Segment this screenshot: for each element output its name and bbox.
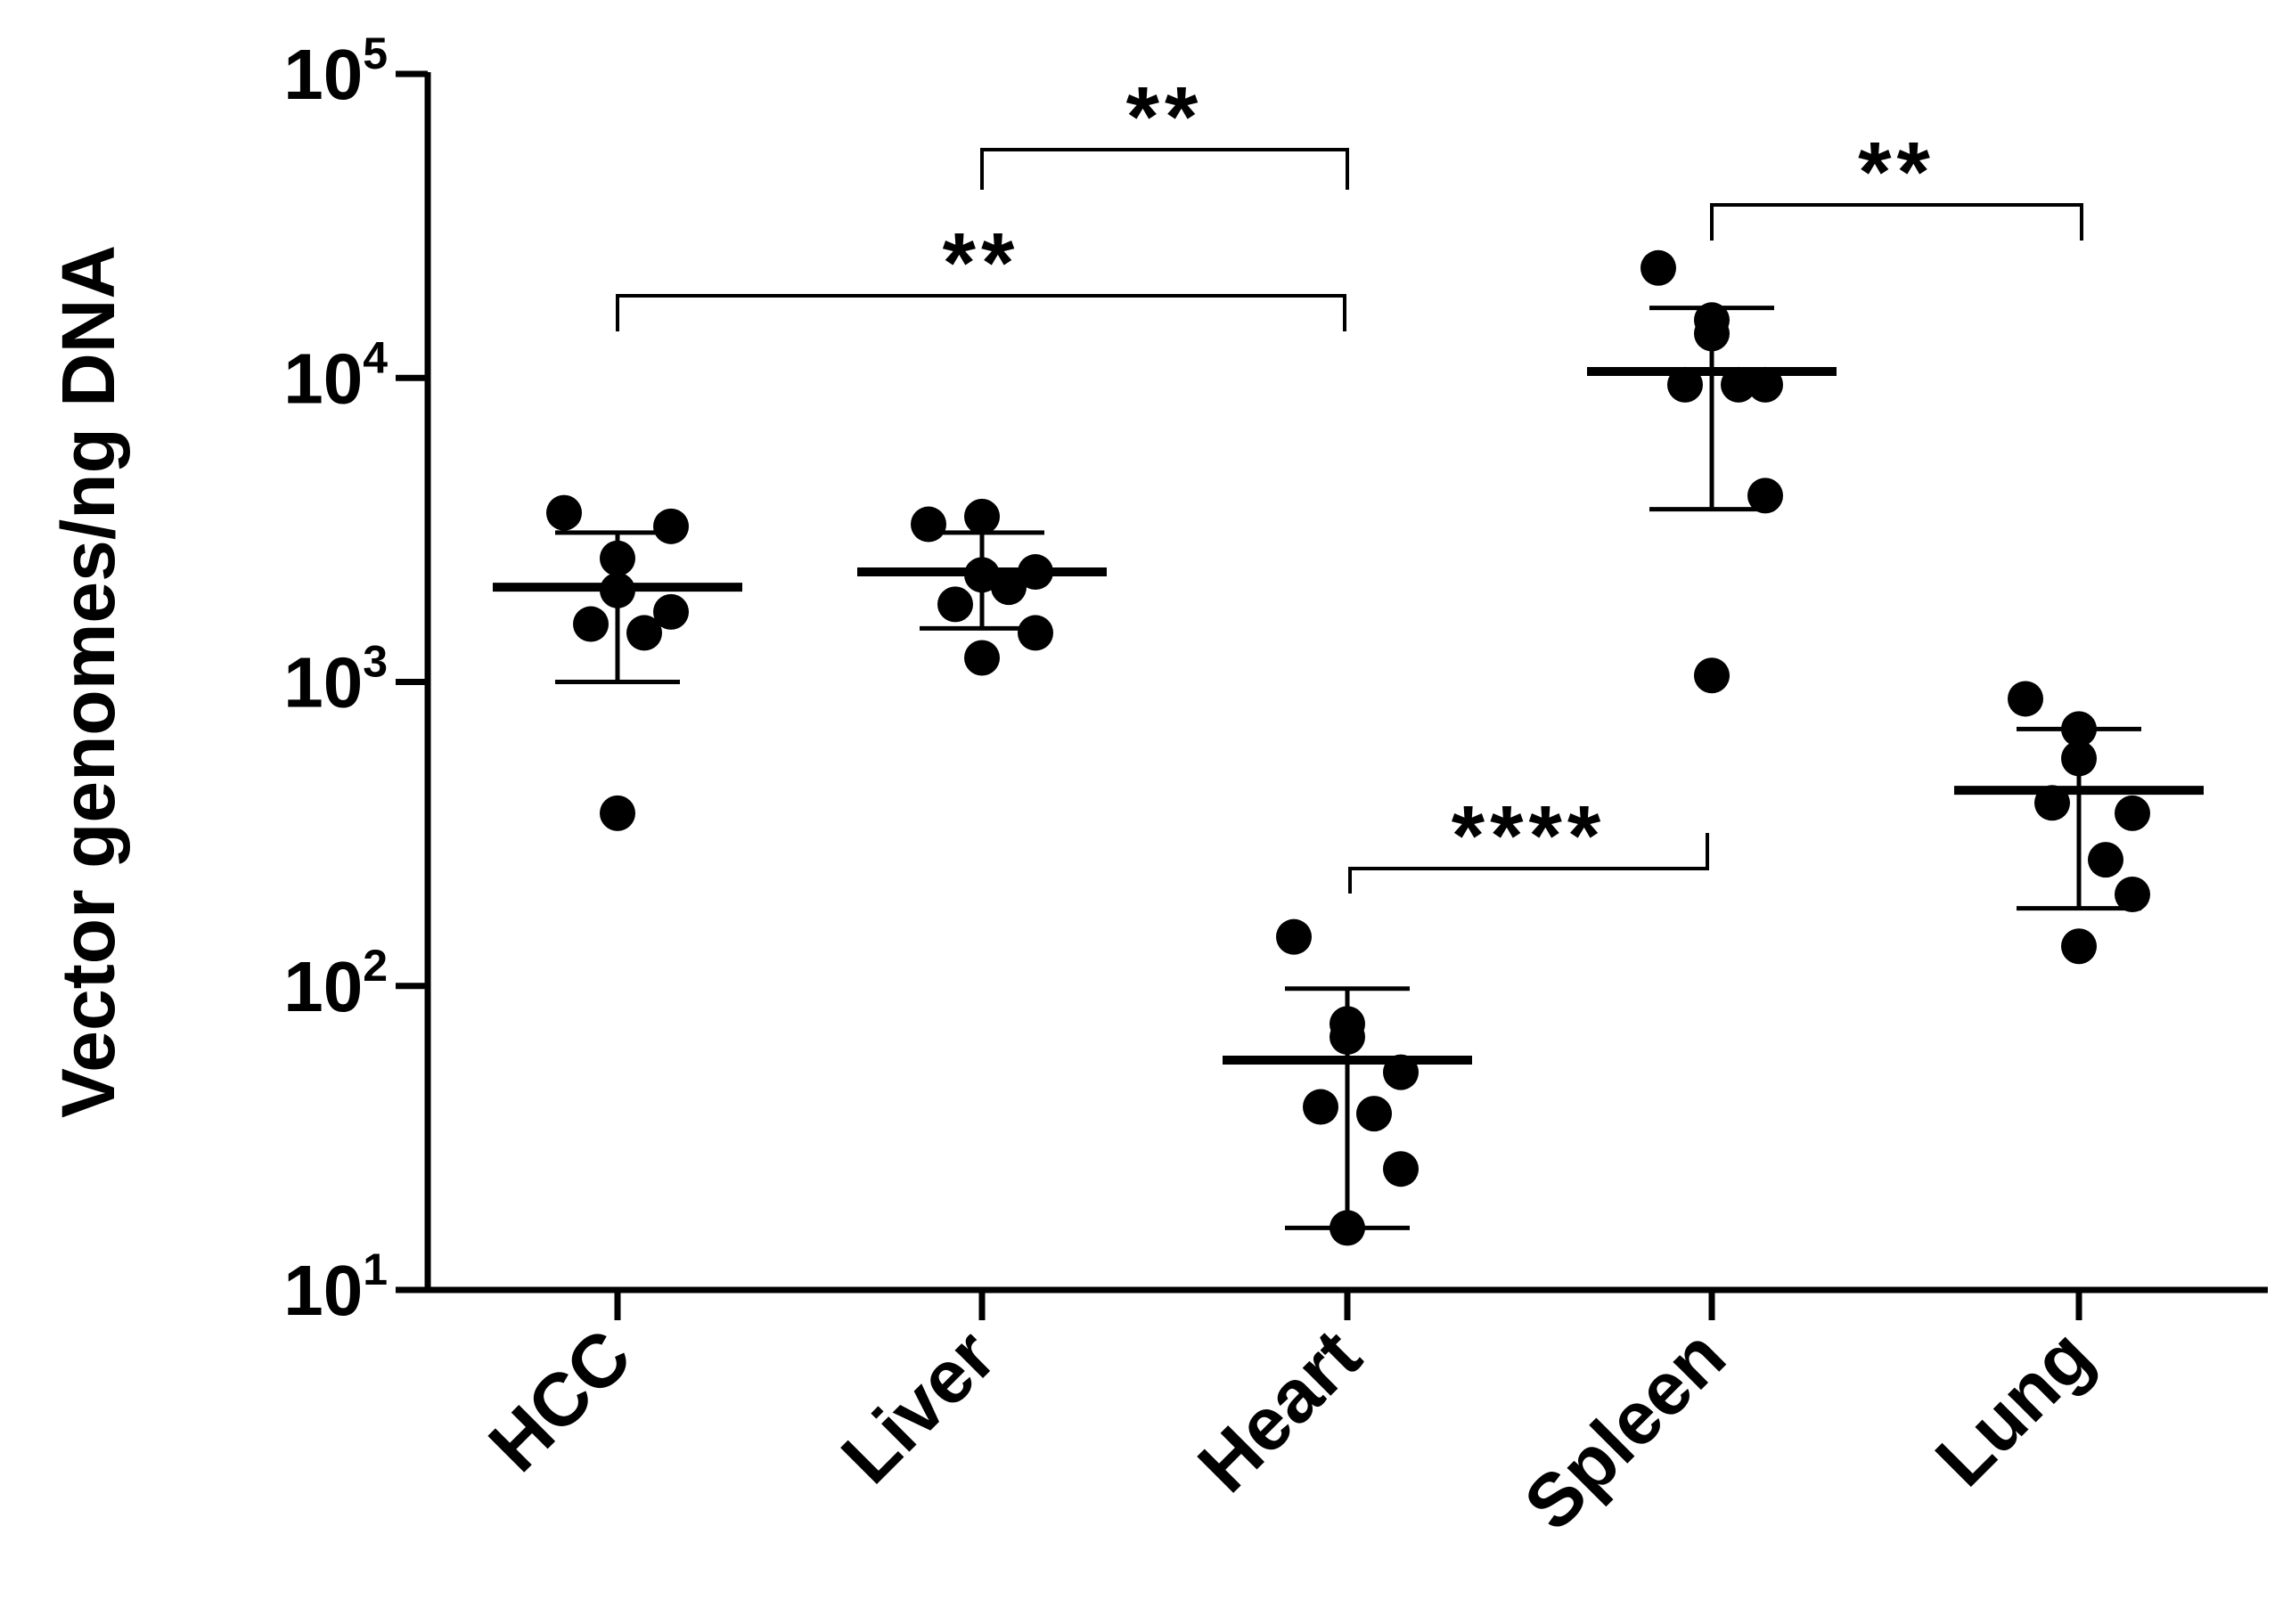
significance-label: ** — [943, 216, 1020, 311]
x-tick-label: Lung — [1919, 1313, 2108, 1502]
significance-label: ** — [1858, 125, 1935, 220]
bracket-liver-heart: ** — [980, 69, 1349, 190]
data-groups — [493, 249, 2204, 1246]
data-point — [1383, 1151, 1419, 1187]
group-lung — [1954, 681, 2204, 965]
group-heart — [1223, 918, 1472, 1246]
group-hcc — [493, 494, 742, 831]
data-point — [600, 540, 635, 576]
significance-label: ** — [1126, 69, 1204, 165]
significance-label: **** — [1452, 788, 1606, 884]
data-point — [1330, 1018, 1365, 1055]
data-point — [2115, 877, 2150, 913]
data-point — [653, 508, 689, 544]
data-point — [1747, 477, 1783, 514]
data-point — [1018, 554, 1053, 591]
data-point — [1694, 315, 1730, 352]
y-tick-label: 104 — [283, 332, 388, 418]
data-point — [2061, 711, 2097, 747]
x-tick-label: Heart — [1182, 1313, 1376, 1507]
y-tick-label: 105 — [283, 29, 388, 114]
x-tick-label: Spleen — [1509, 1313, 1741, 1546]
x-tick-label: HCC — [473, 1313, 647, 1487]
data-point — [1694, 657, 1730, 694]
data-point — [1303, 1089, 1338, 1125]
data-point — [600, 572, 635, 608]
data-point — [1667, 366, 1703, 403]
data-point — [2115, 795, 2150, 831]
data-point — [2061, 740, 2097, 777]
bracket-heart-spleen: **** — [1348, 788, 1709, 894]
y-tick-label: 102 — [283, 941, 388, 1026]
data-point — [2034, 785, 2070, 821]
data-point — [2008, 681, 2043, 717]
bracket-line — [980, 148, 1349, 190]
data-point — [600, 795, 635, 831]
data-point — [964, 498, 1000, 535]
data-point — [1018, 615, 1053, 651]
group-spleen — [1587, 249, 1837, 694]
significance-brackets: ********** — [616, 69, 2083, 894]
bracket-line — [616, 294, 1346, 331]
data-point — [1721, 366, 1756, 403]
data-point — [1383, 1054, 1419, 1090]
data-point — [2061, 928, 2097, 965]
x-tick-label: Liver — [825, 1313, 1010, 1498]
data-point — [991, 569, 1027, 606]
data-point — [2088, 842, 2123, 878]
data-point — [937, 586, 973, 623]
data-point — [1356, 1096, 1392, 1132]
bracket-hcc-heart: ** — [616, 216, 1346, 331]
data-point — [1641, 249, 1676, 286]
data-point — [964, 640, 1000, 676]
data-point — [653, 593, 689, 630]
bracket-line — [1348, 833, 1709, 894]
bracket-spleen-lung: ** — [1710, 125, 2083, 241]
data-point — [573, 606, 609, 642]
group-liver — [857, 498, 1107, 676]
y-tick-label: 103 — [283, 637, 388, 722]
data-point — [964, 557, 1000, 593]
data-point — [1330, 1210, 1365, 1246]
data-point — [911, 506, 946, 543]
y-tick-label: 101 — [283, 1245, 388, 1330]
data-point — [1276, 918, 1312, 955]
bracket-line — [1710, 203, 2083, 241]
data-point — [546, 494, 582, 531]
data-point — [626, 615, 662, 651]
data-point — [1747, 366, 1783, 403]
y-axis-title: Vector genomes/ng DNA — [46, 245, 130, 1118]
